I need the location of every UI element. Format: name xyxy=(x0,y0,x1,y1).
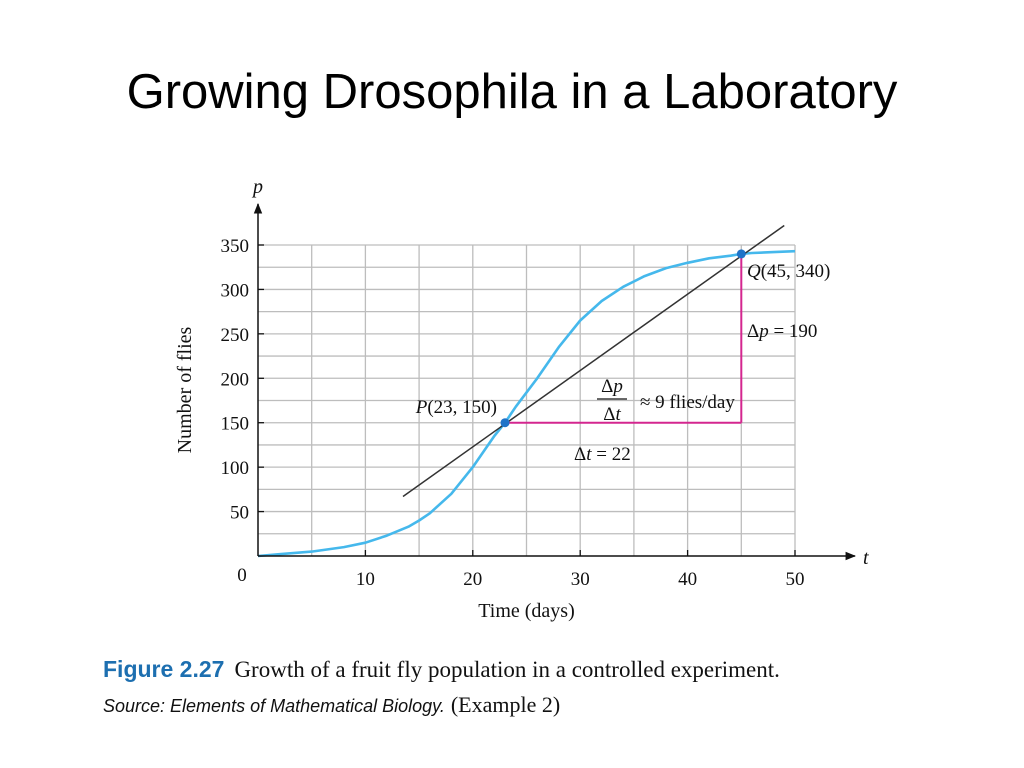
figure-label: Figure 2.27 xyxy=(103,656,225,682)
y-tick-label: 150 xyxy=(221,414,250,435)
figure-caption: Figure 2.27 Growth of a fruit fly populat… xyxy=(103,656,983,683)
y-tick-label: 200 xyxy=(221,369,250,390)
y-tick-label: 100 xyxy=(221,458,250,479)
y-tick-label: 300 xyxy=(221,280,250,301)
origin-label: 0 xyxy=(237,565,247,586)
y-tick-label: 250 xyxy=(221,325,250,346)
figure-caption-text: Growth of a fruit fly population in a co… xyxy=(234,657,780,682)
x-tick-label: 30 xyxy=(571,569,590,590)
grid xyxy=(258,244,796,556)
figure-source: Source: Elements of Mathematical Biology… xyxy=(103,692,983,718)
point-p xyxy=(500,418,510,428)
slide-title: Growing Drosophila in a Laboratory xyxy=(126,65,898,119)
point-p-label: P(23, 150) xyxy=(415,397,497,418)
point-q-label: Q(45, 340) xyxy=(747,261,830,282)
y-axis-symbol: p xyxy=(251,176,263,198)
y-tick-label: 50 xyxy=(230,503,249,524)
x-tick-label: 10 xyxy=(356,569,375,590)
delta-p-label: Δp = 190 xyxy=(747,321,817,342)
rate-numerator: Δp xyxy=(601,376,623,397)
x-tick-label: 50 xyxy=(786,569,805,590)
x-tick-label: 40 xyxy=(678,569,697,590)
rate-value: ≈ 9 flies/day xyxy=(640,392,735,413)
axes xyxy=(253,202,857,561)
x-tick-label: 20 xyxy=(463,569,482,590)
y-axis-title: Number of flies xyxy=(174,326,196,453)
labels: 10 20 30 40 50 50 100 150 200 250 300 350 0 p t Time (d… xyxy=(174,176,869,622)
source-label: Source: Elements of Mathematical Biology… xyxy=(103,696,445,716)
point-q xyxy=(736,249,746,259)
chart: 10 20 30 40 50 50 100 150 200 250 300 350 0 p t Time (d… xyxy=(174,176,869,622)
x-axis-symbol: t xyxy=(863,547,869,569)
population-curve xyxy=(257,249,796,558)
rate-denominator: Δt xyxy=(603,404,621,425)
y-tick-label: 350 xyxy=(221,236,250,257)
source-example: (Example 2) xyxy=(450,692,561,717)
secant-line xyxy=(402,224,785,498)
x-axis-title: Time (days) xyxy=(478,600,574,622)
plot-lines xyxy=(257,224,796,558)
delta-t-label: Δt = 22 xyxy=(574,444,631,465)
